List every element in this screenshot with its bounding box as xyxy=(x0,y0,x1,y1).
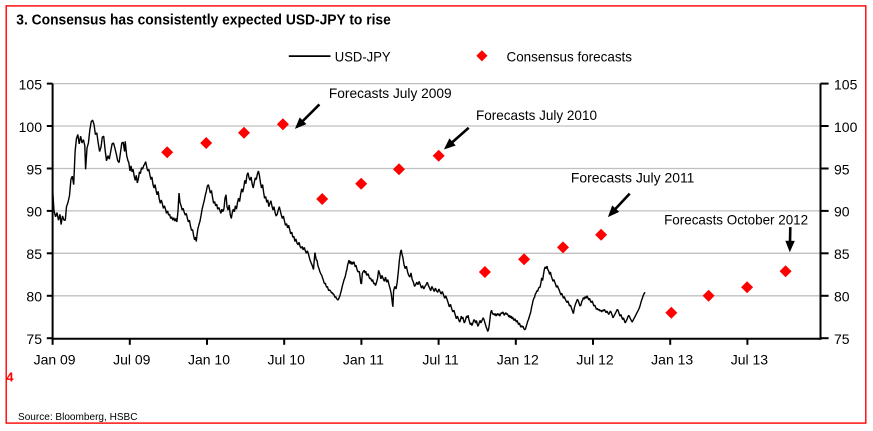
svg-text:USD-JPY: USD-JPY xyxy=(335,49,391,65)
svg-text:90: 90 xyxy=(834,204,850,220)
svg-text:80: 80 xyxy=(834,289,850,305)
svg-text:Jan 11: Jan 11 xyxy=(343,351,384,367)
svg-text:Consensus forecasts: Consensus forecasts xyxy=(507,49,633,65)
svg-text:Forecasts July 2011: Forecasts July 2011 xyxy=(571,170,695,186)
svg-text:Jan 12: Jan 12 xyxy=(497,351,539,367)
svg-text:4: 4 xyxy=(6,370,14,385)
svg-text:75: 75 xyxy=(26,331,42,347)
svg-text:Jan 10: Jan 10 xyxy=(188,351,230,367)
svg-text:Jan 13: Jan 13 xyxy=(651,351,693,367)
svg-text:75: 75 xyxy=(834,331,850,347)
svg-text:Jan 09: Jan 09 xyxy=(34,351,76,367)
svg-text:3. Consensus has consistently: 3. Consensus has consistently expected U… xyxy=(16,11,391,28)
svg-text:85: 85 xyxy=(834,246,850,262)
svg-text:Source: Bloomberg, HSBC: Source: Bloomberg, HSBC xyxy=(18,411,138,423)
svg-text:Jul 12: Jul 12 xyxy=(576,351,614,367)
svg-text:Jul 13: Jul 13 xyxy=(731,351,769,367)
svg-text:105: 105 xyxy=(834,76,858,92)
svg-text:Jul 10: Jul 10 xyxy=(268,351,306,367)
svg-text:100: 100 xyxy=(19,119,43,135)
svg-text:105: 105 xyxy=(19,76,43,92)
svg-text:95: 95 xyxy=(26,161,42,177)
svg-text:Jul 09: Jul 09 xyxy=(113,351,151,367)
svg-text:80: 80 xyxy=(26,289,42,305)
svg-text:Forecasts October 2012: Forecasts October 2012 xyxy=(664,212,808,228)
svg-text:Forecasts July 2010: Forecasts July 2010 xyxy=(476,107,597,123)
svg-text:95: 95 xyxy=(834,161,850,177)
svg-text:85: 85 xyxy=(26,246,42,262)
svg-text:Jul 11: Jul 11 xyxy=(422,351,459,367)
svg-text:100: 100 xyxy=(834,119,858,135)
svg-text:Forecasts July 2009: Forecasts July 2009 xyxy=(329,85,452,101)
svg-text:90: 90 xyxy=(26,204,42,220)
